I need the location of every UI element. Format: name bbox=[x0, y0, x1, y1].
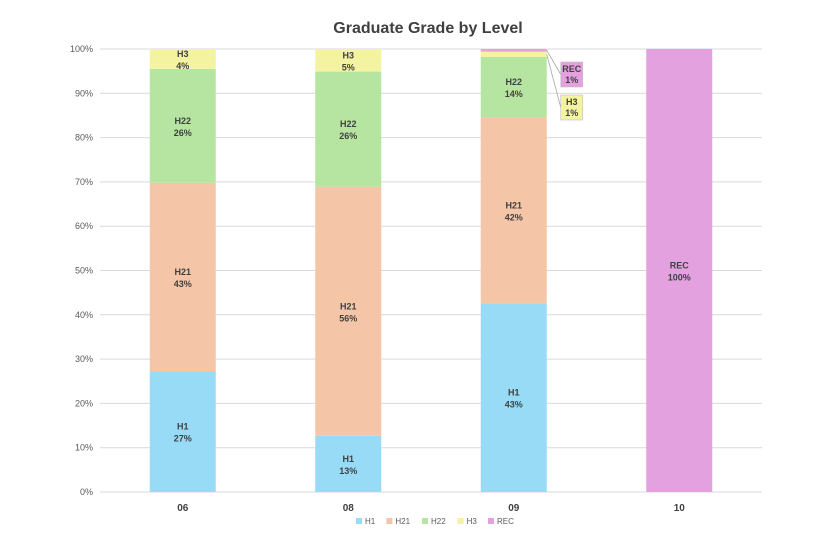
data-label-series: H3 bbox=[177, 49, 189, 59]
bars bbox=[149, 49, 713, 492]
y-axis-ticks: 0% 10% 20% 30% 40% 50% 60% 70% 80% 90% 100% bbox=[70, 44, 93, 497]
chart-title: Graduate Grade by Level bbox=[333, 20, 522, 37]
data-label-value: 42% bbox=[505, 212, 523, 222]
bar-h21-08 bbox=[315, 186, 382, 436]
data-label-value: 26% bbox=[174, 128, 192, 138]
y-tick-label: 0% bbox=[80, 487, 93, 497]
data-label-value: 4% bbox=[176, 61, 189, 71]
y-tick-label: 60% bbox=[75, 221, 93, 231]
bar-h21-09 bbox=[480, 117, 547, 304]
y-tick-label: 80% bbox=[75, 133, 93, 143]
data-label-value: 5% bbox=[342, 62, 355, 72]
data-label-series: REC bbox=[562, 64, 582, 74]
data-label-series: H22 bbox=[505, 77, 522, 87]
legend-item-label: H21 bbox=[395, 517, 410, 526]
y-tick-label: 100% bbox=[70, 44, 93, 54]
data-label-value: 27% bbox=[174, 434, 192, 444]
callout-box bbox=[560, 61, 584, 88]
bar-h1-08 bbox=[315, 435, 382, 492]
data-label-series: H22 bbox=[340, 119, 357, 129]
bar-h22-06 bbox=[149, 68, 216, 183]
callout-leader bbox=[546, 54, 562, 108]
data-label-series: H1 bbox=[342, 454, 354, 464]
data-label-value: 1% bbox=[565, 108, 578, 118]
data-label-value: 1% bbox=[565, 75, 578, 85]
bar-h22-08 bbox=[315, 71, 382, 187]
data-label-series: H21 bbox=[174, 267, 191, 277]
y-tick-label: 30% bbox=[75, 354, 93, 364]
legend-swatch bbox=[386, 518, 393, 524]
data-labels: H1 27% H21 43% H22 26% H3 4% H1 13% H21 56% H22 26% H3… bbox=[174, 49, 691, 476]
data-label-value: 14% bbox=[505, 89, 523, 99]
bar-h1-06 bbox=[149, 371, 216, 492]
legend-item-label: H3 bbox=[467, 517, 478, 526]
data-label-value: 26% bbox=[339, 131, 357, 141]
y-tick-label: 20% bbox=[75, 398, 93, 408]
x-tick-label: 09 bbox=[508, 503, 520, 514]
bar-h21-06 bbox=[149, 182, 216, 372]
legend-swatch bbox=[356, 518, 362, 524]
legend-item-label: REC bbox=[497, 517, 514, 526]
bar-rec-09 bbox=[480, 49, 547, 52]
bar-h22-09 bbox=[480, 56, 547, 118]
legend-item-label: H22 bbox=[431, 517, 446, 526]
data-label-series: H1 bbox=[177, 422, 189, 432]
legend-swatch bbox=[488, 518, 494, 524]
bar-h1-09 bbox=[480, 303, 547, 492]
data-label-series: H3 bbox=[566, 97, 578, 107]
data-label-series: REC bbox=[670, 261, 690, 271]
data-label-value: 43% bbox=[174, 279, 192, 289]
y-tick-label: 50% bbox=[75, 266, 93, 276]
x-tick-label: 10 bbox=[674, 503, 686, 514]
bar-h3-08 bbox=[315, 49, 382, 72]
data-label-value: 43% bbox=[505, 400, 523, 410]
x-tick-label: 06 bbox=[177, 503, 189, 514]
legend-item-label: H1 bbox=[365, 517, 376, 526]
data-label-series: H21 bbox=[340, 301, 357, 311]
data-label-value: 100% bbox=[668, 273, 691, 283]
data-label-series: H3 bbox=[342, 50, 354, 60]
x-axis-categories: 06 08 09 10 bbox=[177, 503, 685, 514]
y-tick-label: 40% bbox=[75, 310, 93, 320]
data-label-series: H21 bbox=[505, 200, 522, 210]
y-tick-label: 90% bbox=[75, 88, 93, 98]
legend: H1 H21 H22 H3 REC bbox=[356, 517, 514, 526]
bar-h3-06 bbox=[149, 49, 216, 69]
y-tick-label: 70% bbox=[75, 177, 93, 187]
bar-rec-10 bbox=[646, 49, 713, 492]
callout-leader bbox=[546, 50, 562, 75]
bar-h3-09 bbox=[480, 51, 547, 57]
x-tick-label: 08 bbox=[343, 503, 355, 514]
data-label-series: H1 bbox=[508, 388, 520, 398]
y-tick-label: 10% bbox=[75, 443, 93, 453]
data-label-series: H22 bbox=[174, 116, 191, 126]
data-label-value: 13% bbox=[339, 466, 357, 476]
data-label-value: 56% bbox=[339, 313, 357, 323]
legend-swatch bbox=[422, 518, 428, 524]
legend-swatch bbox=[457, 518, 464, 524]
callout-box bbox=[560, 94, 584, 121]
